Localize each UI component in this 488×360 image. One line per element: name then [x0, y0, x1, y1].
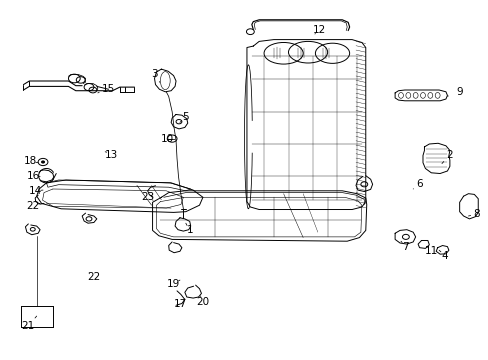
Text: 12: 12 — [312, 24, 325, 35]
Text: 6: 6 — [412, 179, 422, 189]
Text: 1: 1 — [185, 223, 193, 235]
Text: 15: 15 — [98, 84, 115, 94]
Text: 2: 2 — [441, 150, 452, 163]
Text: 18: 18 — [23, 156, 38, 166]
Text: 20: 20 — [196, 296, 209, 307]
Text: 22: 22 — [87, 272, 101, 282]
Text: 14: 14 — [28, 186, 43, 196]
Text: 16: 16 — [26, 171, 40, 181]
Text: 17: 17 — [173, 299, 186, 309]
Text: 3: 3 — [150, 69, 160, 82]
Text: 8: 8 — [468, 209, 479, 219]
Text: 5: 5 — [180, 112, 189, 122]
Text: 9: 9 — [447, 87, 462, 97]
Text: 7: 7 — [400, 241, 408, 252]
Text: 10: 10 — [161, 134, 175, 144]
Text: 21: 21 — [21, 316, 37, 331]
Circle shape — [41, 161, 44, 163]
Text: 11: 11 — [424, 246, 437, 256]
Text: 23: 23 — [141, 192, 154, 202]
Text: 22: 22 — [26, 201, 40, 211]
Text: 19: 19 — [166, 279, 180, 289]
Text: 13: 13 — [104, 150, 118, 160]
Text: 4: 4 — [438, 250, 447, 261]
